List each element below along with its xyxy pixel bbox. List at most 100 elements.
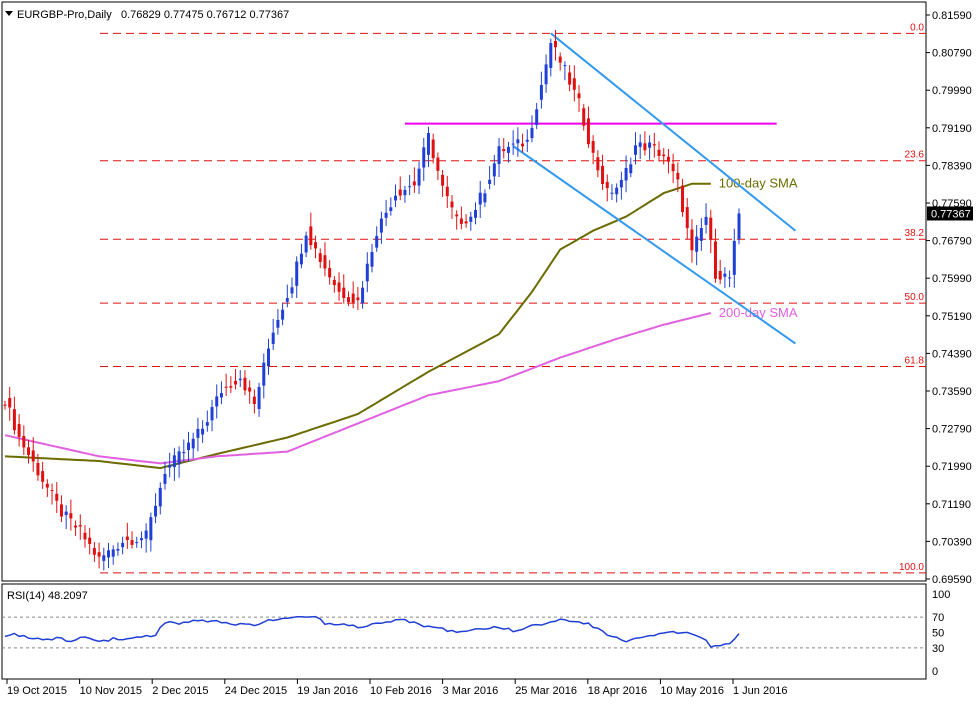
candle bbox=[83, 525, 87, 548]
candle bbox=[196, 417, 200, 452]
candle bbox=[8, 386, 12, 421]
candle-body bbox=[74, 525, 78, 528]
candle bbox=[210, 399, 214, 432]
candle bbox=[629, 157, 633, 178]
candle-body bbox=[450, 201, 454, 208]
candle-body bbox=[271, 332, 275, 344]
candle bbox=[144, 523, 148, 553]
candle bbox=[351, 281, 355, 309]
candle bbox=[191, 432, 195, 459]
candle-body bbox=[681, 185, 685, 213]
candle bbox=[314, 235, 318, 259]
candle bbox=[469, 211, 473, 231]
candle-body bbox=[685, 207, 689, 229]
candle-body bbox=[558, 56, 562, 63]
candle-body bbox=[502, 149, 506, 152]
candle bbox=[610, 184, 614, 201]
candle bbox=[135, 536, 139, 548]
candle bbox=[318, 248, 322, 269]
time-axis-tick-label: 18 Apr 2016 bbox=[588, 685, 647, 697]
candle-body bbox=[525, 139, 529, 142]
candle-body bbox=[572, 78, 576, 90]
candle bbox=[379, 211, 383, 244]
candle bbox=[422, 137, 426, 181]
candle bbox=[346, 291, 350, 307]
candle-body bbox=[31, 450, 35, 462]
candle-body bbox=[276, 319, 280, 328]
candle-body bbox=[154, 505, 158, 517]
candle-body bbox=[619, 180, 623, 188]
candle bbox=[605, 174, 609, 202]
candle bbox=[643, 131, 647, 156]
rsi-line bbox=[4, 615, 740, 648]
candle-body bbox=[299, 253, 303, 265]
candle bbox=[459, 206, 463, 230]
candle bbox=[596, 150, 600, 178]
candle bbox=[88, 527, 92, 555]
candle bbox=[130, 531, 134, 549]
candle-body bbox=[591, 141, 595, 153]
candle bbox=[478, 180, 482, 218]
candle bbox=[158, 482, 162, 515]
candle bbox=[417, 161, 421, 194]
candle bbox=[92, 541, 96, 562]
candle-body bbox=[17, 424, 21, 437]
candle-body bbox=[262, 362, 266, 386]
candle-body bbox=[441, 174, 445, 186]
candle bbox=[728, 270, 732, 288]
candle bbox=[17, 414, 21, 447]
candle-body bbox=[252, 396, 256, 404]
price-axis-tick-label: 0.76790 bbox=[932, 236, 972, 248]
candle-body bbox=[83, 532, 87, 540]
candle-body bbox=[266, 348, 270, 367]
candle bbox=[412, 167, 416, 193]
candle-body bbox=[474, 210, 478, 218]
candle-body bbox=[59, 504, 63, 517]
candle bbox=[337, 272, 341, 301]
chart-menu-triangle-icon[interactable] bbox=[5, 11, 13, 16]
candle-body bbox=[45, 483, 49, 488]
candle-body bbox=[723, 273, 727, 277]
candle-body bbox=[506, 146, 510, 153]
candle bbox=[243, 370, 247, 396]
candle bbox=[699, 218, 703, 251]
candle-body bbox=[295, 261, 299, 286]
candle-body bbox=[605, 181, 609, 189]
candle bbox=[299, 243, 303, 269]
price-axis-tick-label: 0.75990 bbox=[932, 273, 972, 285]
fib-level-label: 50.0 bbox=[905, 292, 925, 303]
candle bbox=[36, 453, 40, 481]
candle-body bbox=[586, 118, 590, 145]
time-axis-tick-label: 10 Nov 2015 bbox=[80, 685, 142, 697]
sma-100-line bbox=[4, 182, 711, 470]
candle-body bbox=[610, 192, 614, 194]
candle-body bbox=[238, 378, 242, 381]
candle bbox=[215, 384, 219, 419]
rsi-axis-tick-label: 30 bbox=[932, 643, 944, 655]
candle-body bbox=[346, 297, 350, 303]
candle bbox=[248, 380, 252, 404]
candle-body bbox=[516, 139, 520, 144]
candle-body bbox=[422, 147, 426, 168]
candle-body bbox=[125, 536, 129, 541]
candle bbox=[365, 252, 369, 293]
candle-body bbox=[92, 548, 96, 555]
candle bbox=[624, 155, 628, 193]
candle bbox=[563, 61, 567, 81]
candle-body bbox=[304, 235, 308, 253]
candle-body bbox=[243, 377, 247, 391]
time-axis-tick-label: 2 Dec 2015 bbox=[152, 685, 208, 697]
candle bbox=[177, 446, 181, 478]
candle-body bbox=[398, 189, 402, 196]
candle bbox=[224, 373, 228, 396]
candle bbox=[64, 505, 68, 530]
candle bbox=[59, 495, 63, 523]
price-axis-tick-label: 0.72790 bbox=[932, 424, 972, 436]
candle-body bbox=[709, 217, 713, 241]
candle-body bbox=[361, 287, 365, 304]
candle bbox=[492, 155, 496, 186]
candle bbox=[601, 154, 605, 190]
ohlc-readout: 0.76829 0.77475 0.76712 0.77367 bbox=[121, 9, 289, 21]
candle bbox=[55, 482, 59, 513]
